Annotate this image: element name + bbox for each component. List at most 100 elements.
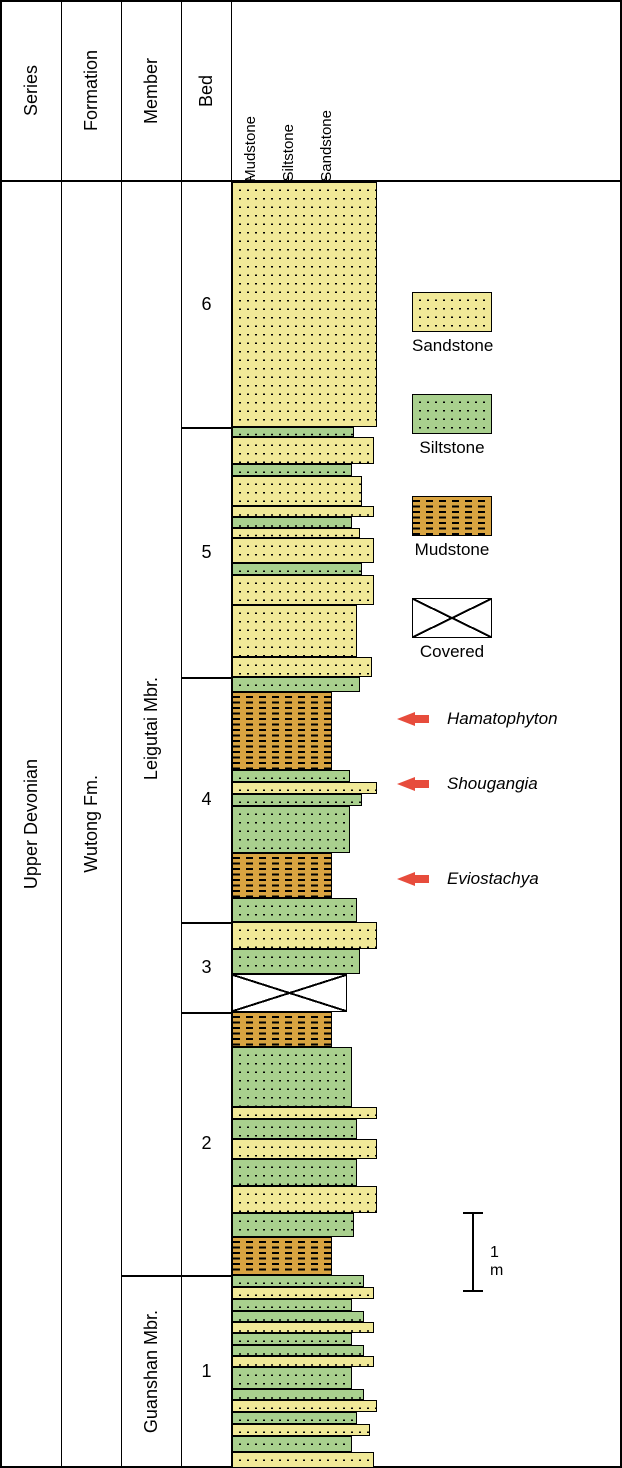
fossil-arrow: Eviostachya: [397, 869, 539, 889]
legend-swatch: [412, 292, 492, 332]
strat-layer-silt: [232, 1389, 364, 1400]
arrow-icon: [397, 712, 415, 726]
scale-tick-bottom: [463, 1290, 483, 1292]
strat-layer-sand: [232, 182, 377, 427]
fossil-name: Eviostachya: [447, 869, 539, 889]
strat-layer-cov: [232, 974, 347, 1012]
strat-layer-silt: [232, 949, 360, 974]
strat-layer-mud: [232, 692, 332, 770]
strat-layer-silt: [232, 1275, 364, 1287]
strat-layer-silt: [232, 1345, 364, 1356]
legend-item: Mudstone: [412, 496, 612, 560]
strat-layer-silt: [232, 1119, 357, 1139]
fossil-arrow: Hamatophyton: [397, 709, 558, 729]
strat-layer-sand: [232, 1107, 377, 1119]
strat-layer-sand: [232, 437, 374, 464]
strat-layer-sand: [232, 922, 377, 949]
bed-cell: 4: [182, 677, 231, 922]
strat-layer-sand: [232, 1452, 374, 1468]
lith-label-mudstone: Mudstone: [242, 116, 259, 182]
strat-layer-sand: [232, 1356, 374, 1367]
fossil-name: Shougangia: [447, 774, 538, 794]
fossil-arrow: Shougangia: [397, 774, 538, 794]
bed-cell: 2: [182, 1012, 231, 1275]
col-formation: Wutong Fm.: [62, 182, 122, 1466]
strat-layer-silt: [232, 427, 354, 437]
legend-label: Siltstone: [412, 438, 492, 458]
hdr-formation: Formation: [62, 2, 122, 180]
bed-cell: 1: [182, 1275, 231, 1468]
strat-layer-silt: [232, 770, 350, 782]
strat-layer-sand: [232, 1424, 370, 1436]
strat-layer-sand: [232, 1139, 377, 1159]
strat-layer-sand: [232, 782, 377, 794]
strat-layer-silt: [232, 464, 352, 476]
strat-layer-sand: [232, 1287, 374, 1299]
strat-layer-sand: [232, 605, 357, 657]
formation-text: Wutong Fm.: [81, 775, 102, 873]
strat-layer-silt: [232, 1367, 352, 1389]
bed-number: 5: [201, 542, 211, 563]
body: Upper Devonian Wutong Fm. Leigutai Mbr. G…: [2, 182, 620, 1466]
legend-swatch: [412, 598, 492, 638]
col-series: Upper Devonian: [2, 182, 62, 1466]
strat-layer-sand: [232, 1186, 377, 1213]
bed-cell: 6: [182, 182, 231, 427]
arrow-icon: [397, 872, 415, 886]
member-cell: Guanshan Mbr.: [122, 1275, 181, 1468]
legend-item: Siltstone: [412, 394, 612, 458]
legend-swatch: [412, 394, 492, 434]
legend-label: Covered: [412, 642, 492, 662]
hdr-member: Member: [122, 2, 182, 180]
strat-layer-silt: [232, 1436, 352, 1452]
scale-label: 1 m: [490, 1244, 503, 1280]
strat-layer-silt: [232, 1299, 352, 1311]
scale-tick-top: [463, 1212, 483, 1214]
bed-cell: 5: [182, 427, 231, 677]
strat-layer-sand: [232, 1400, 377, 1412]
bed-number: 3: [201, 957, 211, 978]
legend: Sandstone Siltstone Mudstone Covered: [412, 292, 612, 700]
hdr-series: Series: [2, 2, 62, 180]
hdr-bed-label: Bed: [196, 75, 217, 107]
strat-layer-silt: [232, 1047, 352, 1107]
strat-layer-silt: [232, 1213, 354, 1237]
col-member: Leigutai Mbr. Guanshan Mbr.: [122, 182, 182, 1466]
strat-layer-sand: [232, 476, 362, 506]
strat-layer-sand: [232, 528, 360, 538]
strat-layer-sand: [232, 657, 372, 677]
stratigraphic-column-figure: Series Formation Member Bed Mudstone Sil…: [0, 0, 622, 1468]
member-text: Leigutai Mbr.: [141, 677, 162, 780]
member-text: Guanshan Mbr.: [141, 1310, 162, 1433]
strat-layer-silt: [232, 806, 350, 853]
legend-item: Sandstone: [412, 292, 612, 356]
strat-layer-mud: [232, 1012, 332, 1047]
hdr-bed: Bed: [182, 2, 232, 180]
bed-number: 6: [201, 294, 211, 315]
legend-label: Mudstone: [412, 540, 492, 560]
arrow-icon: [397, 777, 415, 791]
strat-layer-sand: [232, 575, 374, 605]
strat-layer-silt: [232, 794, 362, 806]
strat-layer-silt: [232, 677, 360, 692]
hdr-member-label: Member: [141, 58, 162, 124]
strat-layer-silt: [232, 1311, 364, 1322]
scale-line: [472, 1212, 474, 1292]
series-cell: Upper Devonian: [2, 182, 61, 1466]
strat-layer-sand: [232, 506, 374, 517]
fossil-name: Hamatophyton: [447, 709, 558, 729]
strat-layer-silt: [232, 1159, 357, 1186]
strat-layer-mud: [232, 1237, 332, 1275]
strat-layer-silt: [232, 1412, 357, 1424]
header-row: Series Formation Member Bed Mudstone Sil…: [2, 2, 620, 182]
strat-layer-silt: [232, 517, 352, 528]
strat-layer-sand: [232, 1322, 374, 1333]
bed-number: 1: [201, 1361, 211, 1382]
col-bed: 6 5 4 3 2 1: [182, 182, 232, 1466]
strat-layer-mud: [232, 853, 332, 898]
legend-item: Covered: [412, 598, 612, 662]
strat-layer-sand: [232, 538, 374, 563]
strat-layer-silt: [232, 563, 362, 575]
lithology-column: [232, 182, 377, 1466]
bed-number: 2: [201, 1133, 211, 1154]
